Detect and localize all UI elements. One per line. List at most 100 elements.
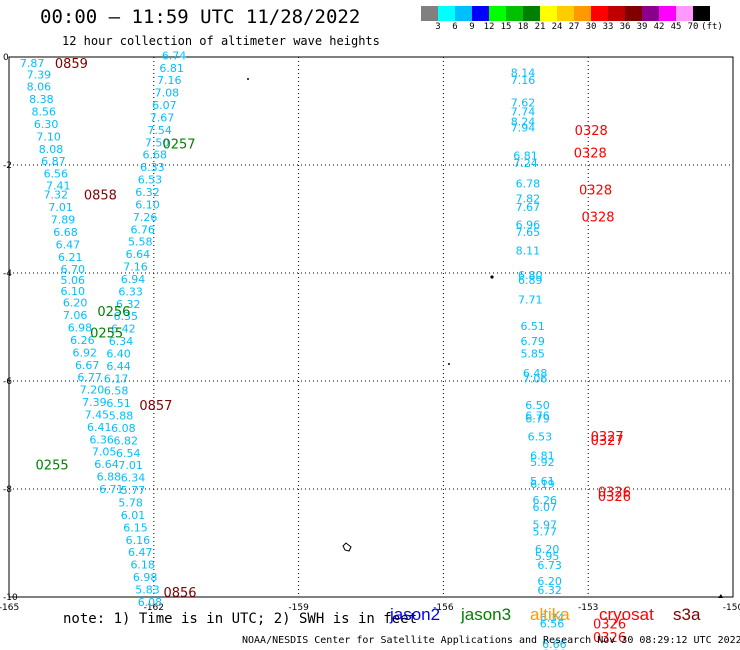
scale-swatch (608, 6, 625, 21)
wave-height-value: 6.79 (525, 412, 550, 425)
y-tick-label: 0 (3, 53, 9, 63)
scale-swatch (523, 6, 540, 21)
wave-height-value: 7.32 (44, 189, 69, 202)
wave-height-value: 5.06 (60, 274, 85, 287)
wave-height-value: 6.17 (104, 372, 129, 385)
island-outline (718, 594, 723, 598)
pass-time-label: 0255 (36, 459, 69, 474)
scale-label: 21 (534, 22, 546, 32)
scale-label: 9 (469, 22, 475, 32)
wave-height-value: 6.80 (518, 269, 543, 282)
wave-height-value: 7.50 (145, 136, 170, 149)
scale-label: 3 (435, 22, 441, 32)
pass-time-label: 0257 (162, 137, 195, 152)
wave-height-value: 6.76 (525, 410, 550, 423)
wave-height-value: 6.32 (116, 298, 141, 311)
island-dot (490, 275, 494, 279)
wave-height-value: 6.58 (104, 385, 129, 398)
x-tick-label: -150 (723, 603, 740, 613)
wave-height-values: 7.877.398.068.388.566.307.108.086.876.56… (20, 49, 567, 650)
scale-swatch (659, 6, 676, 21)
wave-height-value: 6.32 (537, 584, 562, 597)
wave-height-value: 6.76 (130, 223, 155, 236)
wave-height-value: 6.01 (121, 509, 146, 522)
wave-height-value: 7.89 (51, 214, 76, 227)
wave-height-value: 6.98 (68, 322, 93, 335)
island-dot (448, 363, 450, 365)
scale-swatch (591, 6, 608, 21)
pass-time-label: 0856 (163, 586, 196, 601)
wave-height-value: 6.81 (159, 62, 184, 75)
wave-height-value: 6.16 (126, 534, 151, 547)
wave-height-value: 5.92 (530, 456, 555, 469)
wave-height-value: 7.24 (513, 157, 538, 170)
scale-label: 36 (619, 22, 631, 32)
wave-height-value: 7.10 (36, 130, 61, 143)
wave-height-value: 6.48 (523, 367, 548, 380)
pass-time-label: 0328 (581, 210, 614, 225)
wave-height-value: 6.74 (162, 49, 187, 62)
wave-height-value: 7.08 (155, 87, 180, 100)
wave-height-value: 8.08 (39, 143, 64, 156)
pass-time-label: 0328 (574, 147, 607, 162)
legend-cryosat: cryosat (599, 605, 654, 624)
wave-height-value: 6.10 (60, 285, 85, 298)
wave-height-value: 5.77 (121, 484, 146, 497)
wave-height-value: 6.40 (106, 347, 131, 360)
wave-height-value: 6.73 (537, 559, 562, 572)
wave-height-value: 6.21 (58, 251, 83, 264)
scale-label: 27 (568, 22, 580, 32)
wave-height-value: 6.56 (540, 617, 565, 630)
wave-height-value: 7.67 (150, 111, 175, 124)
wave-height-value: 6.94 (121, 273, 146, 286)
scale-label: 70 (687, 22, 699, 32)
pass-time-label: 0326 (598, 486, 631, 501)
plot-frame (8, 56, 734, 598)
scale-label: 39 (636, 22, 648, 32)
wave-height-value: 7.82 (516, 192, 541, 205)
pass-time-label: 0857 (139, 399, 172, 414)
pass-time-label: 0326 (593, 631, 626, 646)
wave-height-value: 7.39 (82, 396, 107, 409)
scale-swatch (540, 6, 557, 21)
wave-height-value: 6.82 (114, 434, 139, 447)
wave-height-value: 7.67 (516, 201, 541, 214)
wave-height-value: 6.51 (106, 397, 131, 410)
wave-height-value: 6.26 (70, 334, 95, 347)
scale-swatch (625, 6, 642, 21)
wave-height-value: 6.36 (89, 433, 114, 446)
wave-height-value: 7.16 (157, 74, 182, 87)
wave-height-value: 5.85 (520, 347, 545, 360)
legend-jason3: jason3 (461, 605, 512, 624)
scale-label: 15 (500, 22, 512, 32)
wave-height-value: 6.71 (99, 483, 124, 496)
wave-height-value: 6.42 (111, 323, 136, 336)
x-tick-label: -156 (433, 603, 454, 613)
wave-height-value: 6.67 (75, 359, 100, 372)
wave-height-value: 6.20 (535, 543, 560, 556)
wave-height-value: 6.64 (94, 458, 119, 471)
y-tick-label: -2 (3, 161, 12, 171)
wave-height-value: 7.05 (92, 446, 117, 459)
wave-height-value: 8.24 (511, 115, 536, 128)
wave-height-value: 6.66 (542, 638, 567, 650)
scale-swatch (506, 6, 523, 21)
wave-height-value: 6.07 (533, 501, 558, 514)
wave-height-value: 6.56 (44, 168, 69, 181)
wave-height-value: 6.35 (114, 310, 139, 323)
wave-height-value: 8.38 (29, 93, 54, 106)
scale-label: 33 (602, 22, 614, 32)
wave-height-value: 6.33 (118, 285, 143, 298)
x-tick-label: -165 (0, 603, 19, 613)
wave-height-value: 5.95 (535, 550, 560, 563)
scale-swatch (455, 6, 472, 21)
pass-time-label: 0859 (55, 57, 88, 72)
wave-height-value: 7.41 (46, 180, 71, 193)
wave-height-value: 6.92 (73, 346, 98, 359)
wave-height-value: 6.87 (41, 155, 66, 168)
wave-height-value: 7.16 (511, 74, 536, 87)
wave-height-value: 6.07 (152, 99, 177, 112)
scale-swatch (676, 6, 693, 21)
wave-height-value: 8.56 (32, 106, 57, 119)
wave-height-value: 7.01 (118, 459, 143, 472)
